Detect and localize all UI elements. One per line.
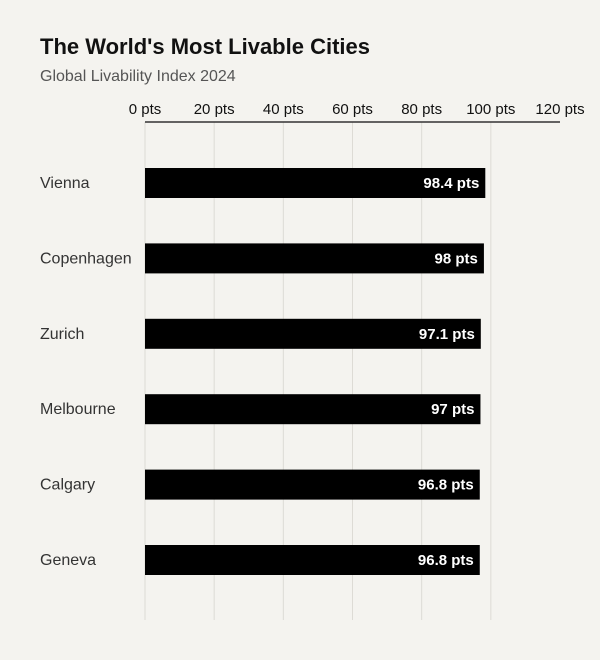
x-tick-label: 20 pts — [194, 101, 235, 118]
category-label: Vienna — [40, 175, 90, 192]
bars: Vienna 98.4 pts Copenhagen 98 pts Zurich 97.1… — [40, 168, 486, 575]
category-label: Copenhagen — [40, 250, 132, 267]
bar-value-label: 97 pts — [431, 401, 474, 418]
bar-value-label: 98 pts — [435, 250, 478, 267]
bar — [145, 168, 486, 198]
x-tick-label: 120 pts — [535, 101, 584, 118]
bar — [145, 545, 480, 575]
bar — [145, 243, 484, 274]
x-tick-label: 80 pts — [401, 101, 442, 118]
chart-subtitle: Global Livability Index 2024 — [40, 68, 236, 85]
chart-title: The World's Most Livable Cities — [40, 34, 370, 59]
bar-value-label: 96.8 pts — [418, 477, 474, 494]
category-label: Calgary — [40, 477, 95, 494]
x-tick-label: 40 pts — [263, 101, 304, 118]
x-tick-label: 0 pts — [129, 101, 162, 118]
x-tick-label: 60 pts — [332, 101, 373, 118]
category-label: Zurich — [40, 326, 84, 343]
bar — [145, 394, 481, 425]
x-axis: 0 pts 20 pts 40 pts 60 pts 80 pts 100 pts 120 … — [129, 101, 585, 123]
bar — [145, 318, 481, 349]
x-tick-label: 100 pts — [466, 101, 515, 118]
bar — [145, 469, 480, 500]
bar-value-label: 97.1 pts — [419, 326, 475, 343]
bar-value-label: 96.8 pts — [418, 552, 474, 569]
grid-lines — [144, 122, 492, 620]
category-label: Melbourne — [40, 401, 116, 418]
category-label: Geneva — [40, 552, 96, 569]
bar-value-label: 98.4 pts — [423, 175, 479, 192]
